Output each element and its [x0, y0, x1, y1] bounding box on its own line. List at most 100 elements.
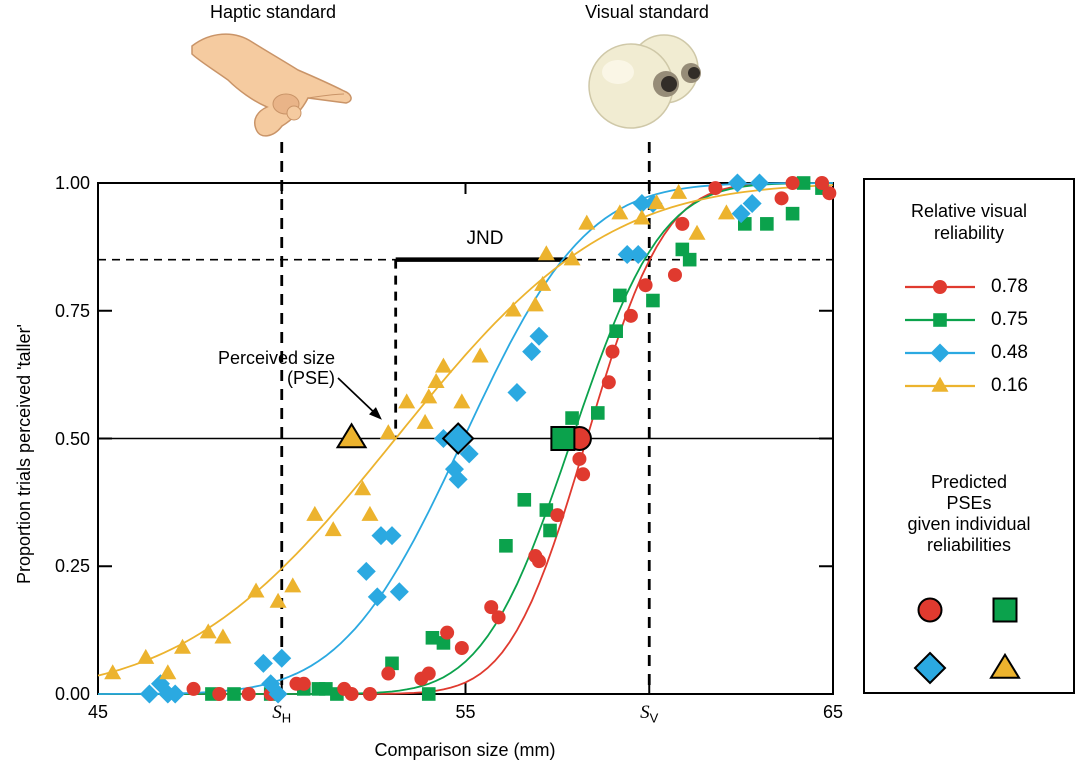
x-axis-title: Comparison size (mm)	[374, 740, 556, 760]
curve-series-3	[97, 184, 834, 677]
data-point	[324, 521, 342, 537]
data-point	[617, 245, 637, 265]
y-axis-title: Proportion trials perceived 'taller'	[14, 324, 34, 584]
data-point	[420, 388, 438, 404]
data-point	[534, 275, 552, 291]
data-point	[667, 267, 682, 282]
x-tick-label-45: 45	[87, 702, 109, 722]
data-point	[550, 508, 565, 523]
data-point	[272, 648, 292, 668]
data-point	[440, 625, 455, 640]
data-point	[174, 638, 192, 654]
data-point	[648, 194, 666, 210]
legend-marker-shape	[931, 376, 949, 392]
data-point	[591, 406, 605, 420]
data-point	[371, 526, 391, 546]
legend-value: 0.48	[991, 341, 1028, 363]
data-point	[253, 653, 273, 673]
hand-silhouette	[191, 33, 352, 137]
legend-box: Relative visual reliability 0.78 0.75 0.48…	[863, 178, 1075, 694]
predicted-legend-marker-diamond	[913, 651, 947, 685]
y-tick-label-0.50: 0.50	[54, 428, 90, 449]
data-point	[499, 539, 513, 553]
data-point	[670, 183, 688, 199]
predicted-pse-marker-1	[550, 426, 576, 451]
data-point	[708, 181, 723, 196]
data-point	[453, 393, 471, 409]
data-point	[344, 687, 359, 701]
x-tick-label-SH: SH	[272, 702, 292, 726]
legend-entry-0.48: 0.48	[865, 336, 1073, 369]
predicted-pse-title-line1: Predicted	[930, 472, 1008, 492]
data-point	[785, 206, 800, 221]
data-point	[507, 383, 527, 403]
data-point	[471, 347, 489, 363]
data-point	[682, 252, 697, 267]
legend-entry-0.16: 0.16	[865, 369, 1073, 402]
data-point	[356, 561, 376, 581]
back-pupil	[688, 67, 700, 79]
predicted-legend-marker-triangle	[989, 652, 1021, 679]
data-point	[491, 610, 506, 625]
data-point	[601, 375, 616, 390]
data-point	[212, 687, 227, 701]
x-tick-label-55: 55	[455, 702, 476, 722]
data-point	[165, 684, 185, 704]
legend-marker-square	[905, 312, 975, 327]
data-point	[796, 176, 811, 190]
data-point	[434, 357, 452, 373]
data-point	[675, 242, 690, 257]
predicted-legend-marker-circle	[917, 597, 943, 623]
scatter-series-0	[186, 176, 837, 701]
data-point	[247, 582, 265, 598]
eye-highlight	[602, 60, 634, 84]
data-point	[688, 224, 706, 240]
data-point	[484, 600, 499, 615]
data-point	[362, 687, 377, 701]
legend-value: 0.16	[991, 374, 1028, 396]
data-point	[296, 676, 311, 691]
data-point	[623, 308, 638, 323]
data-point	[459, 444, 479, 464]
data-point	[611, 204, 629, 220]
data-point	[382, 526, 402, 546]
legend-entry-0.75: 0.75	[865, 303, 1073, 336]
predicted-pse-title-line2: PSEs	[946, 493, 992, 513]
data-point	[774, 191, 789, 206]
data-point	[727, 173, 747, 193]
haptic-standard-label: Haptic standard	[209, 2, 337, 22]
data-point	[742, 193, 762, 213]
predicted-pse-title-line4: reliabilities	[926, 535, 1012, 555]
pse-annotation-line1: Perceived size	[217, 348, 335, 368]
x-tick-label-SV: SV	[640, 702, 659, 726]
data-point	[306, 505, 324, 521]
data-point	[421, 687, 436, 701]
data-point	[605, 344, 620, 359]
legend-entry-0.78: 0.78	[865, 270, 1073, 303]
data-point	[367, 587, 387, 607]
data-point	[361, 505, 379, 521]
haptic-hand-illustration	[191, 33, 352, 137]
y-tick-label-1.00: 1.00	[54, 173, 90, 193]
data-point	[139, 684, 159, 704]
legend-entries: 0.78 0.75 0.48 0.16	[865, 270, 1073, 402]
y-tick-label-0.00: 0.00	[54, 684, 90, 704]
data-point	[814, 176, 829, 190]
data-point	[609, 324, 623, 338]
legend-marker-triangle	[905, 376, 975, 392]
data-point	[319, 682, 333, 696]
data-point	[425, 630, 440, 645]
data-point	[572, 451, 587, 466]
data-point	[159, 664, 177, 680]
legend-marker-shape	[933, 279, 947, 294]
data-point	[381, 666, 396, 681]
y-tick-label-0.75: 0.75	[54, 300, 90, 321]
data-point	[354, 480, 372, 496]
data-point	[750, 173, 769, 193]
predicted-pse-title: Predicted PSEs given individual reliabil…	[865, 472, 1073, 556]
predicted-legend-marker-shape	[989, 652, 1021, 679]
data-point	[284, 577, 302, 593]
data-point	[421, 666, 436, 681]
